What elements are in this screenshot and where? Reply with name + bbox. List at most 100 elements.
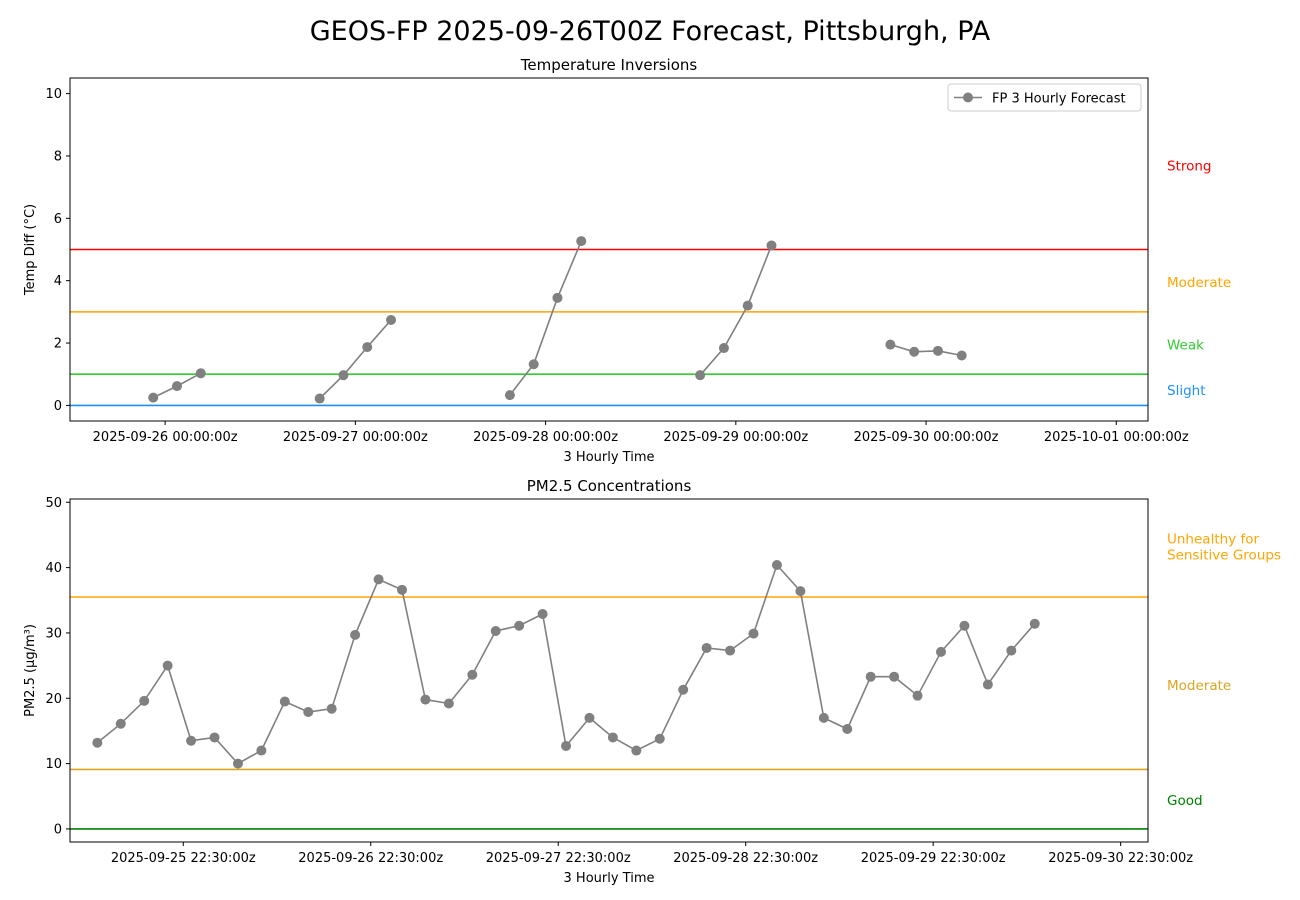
chart-panel-2: PM2.5 Concentrations 0 10 20 30 40 50 2025-09-2… bbox=[23, 477, 1281, 886]
x-tick-label: 2025-09-27 22:30:00z bbox=[486, 851, 631, 866]
series-line bbox=[890, 343, 962, 357]
data-point bbox=[795, 586, 806, 597]
data-point bbox=[561, 740, 572, 751]
plot-frame bbox=[69, 498, 1149, 843]
data-point bbox=[467, 669, 478, 680]
data-point bbox=[584, 712, 595, 723]
data-point bbox=[490, 625, 501, 636]
data-point bbox=[631, 745, 642, 756]
y-tick-label: 10 bbox=[45, 87, 62, 102]
data-point bbox=[115, 718, 126, 729]
x-tick-label: 2025-09-28 00:00:00z bbox=[473, 430, 618, 445]
data-point bbox=[1029, 618, 1040, 629]
data-point bbox=[654, 733, 665, 744]
data-point bbox=[718, 343, 729, 354]
data-point bbox=[504, 390, 515, 401]
y-axis-label: PM2.5 (μg/m³) bbox=[23, 624, 38, 717]
data-point bbox=[396, 584, 407, 595]
category-label: Moderate bbox=[1167, 275, 1231, 291]
chart-title: PM2.5 Concentrations bbox=[527, 477, 692, 495]
data-point bbox=[162, 660, 173, 671]
data-point bbox=[209, 732, 220, 743]
legend-marker bbox=[963, 92, 973, 103]
data-point bbox=[338, 370, 349, 381]
data-point bbox=[362, 342, 373, 353]
data-point bbox=[842, 723, 853, 734]
y-tick-label: 10 bbox=[45, 757, 62, 772]
x-tick-label: 2025-09-29 22:30:00z bbox=[861, 851, 1006, 866]
data-point bbox=[443, 698, 454, 709]
category-label: Slight bbox=[1167, 383, 1206, 399]
x-tick-label: 2025-09-30 00:00:00z bbox=[854, 430, 999, 445]
data-point bbox=[148, 392, 159, 403]
data-point bbox=[256, 745, 267, 756]
y-tick-label: 8 bbox=[54, 149, 62, 164]
series-line bbox=[96, 563, 1036, 765]
data-point bbox=[528, 359, 539, 370]
data-point bbox=[576, 236, 587, 247]
x-tick-label: 2025-10-01 00:00:00z bbox=[1044, 430, 1189, 445]
y-tick-label: 6 bbox=[54, 212, 62, 227]
data-point bbox=[172, 381, 183, 392]
data-point bbox=[889, 671, 900, 682]
x-tick-label: 2025-09-29 00:00:00z bbox=[663, 430, 808, 445]
y-axis-label: Temp Diff (°C) bbox=[23, 204, 38, 296]
series-line bbox=[699, 245, 773, 376]
data-point bbox=[818, 712, 829, 723]
category-label: Moderate bbox=[1167, 678, 1231, 694]
data-point bbox=[742, 300, 753, 311]
chart-title: Temperature Inversions bbox=[520, 56, 698, 74]
x-tick-label: 2025-09-25 22:30:00z bbox=[111, 851, 256, 866]
data-point bbox=[959, 620, 970, 631]
y-tick-label: 40 bbox=[45, 561, 62, 576]
data-point bbox=[537, 608, 548, 619]
legend-label: FP 3 Hourly Forecast bbox=[992, 92, 1126, 107]
series-line bbox=[509, 240, 583, 396]
plot-frame bbox=[69, 77, 1149, 422]
data-point bbox=[932, 345, 943, 356]
data-point bbox=[386, 314, 397, 325]
data-point bbox=[1006, 645, 1017, 656]
y-tick-label: 50 bbox=[45, 496, 62, 511]
data-point bbox=[865, 671, 876, 682]
x-tick-label: 2025-09-26 22:30:00z bbox=[298, 851, 443, 866]
data-point bbox=[279, 696, 290, 707]
data-point bbox=[766, 240, 777, 251]
series-line bbox=[319, 319, 392, 400]
data-point bbox=[982, 679, 993, 690]
y-tick-label: 4 bbox=[54, 274, 62, 289]
x-tick-label: 2025-09-28 22:30:00z bbox=[673, 851, 818, 866]
category-label: Strong bbox=[1167, 158, 1212, 174]
legend-box bbox=[947, 83, 1142, 112]
category-label: Weak bbox=[1167, 338, 1204, 354]
data-point bbox=[326, 703, 337, 714]
category-label: Good bbox=[1167, 793, 1203, 809]
figure-title: GEOS-FP 2025-09-26T00Z Forecast, Pittsbu… bbox=[310, 16, 991, 47]
data-point bbox=[695, 370, 706, 381]
data-point bbox=[771, 559, 782, 570]
x-axis-label: 3 Hourly Time bbox=[564, 871, 655, 886]
y-tick-label: 0 bbox=[54, 399, 62, 414]
data-point bbox=[935, 646, 946, 657]
data-point bbox=[956, 350, 967, 361]
data-point bbox=[232, 758, 243, 769]
data-point bbox=[725, 645, 736, 656]
x-tick-label: 2025-09-27 00:00:00z bbox=[283, 430, 428, 445]
data-point bbox=[420, 694, 431, 705]
data-point bbox=[701, 642, 712, 653]
legend: FP 3 Hourly Forecast bbox=[947, 83, 1142, 112]
data-point bbox=[186, 735, 197, 746]
data-point bbox=[607, 732, 618, 743]
y-tick-label: 2 bbox=[54, 337, 62, 352]
category-label: Unhealthy for Sensitive Groups bbox=[1167, 532, 1281, 564]
data-point bbox=[139, 695, 150, 706]
data-point bbox=[678, 684, 689, 695]
data-point bbox=[373, 574, 384, 585]
data-point bbox=[885, 339, 896, 350]
chart-panel-1: Temperature Inversions 0 2 4 6 8 10 2025-09-26 … bbox=[23, 56, 1231, 465]
data-point bbox=[303, 706, 314, 717]
data-point bbox=[552, 292, 563, 303]
x-tick-label: 2025-09-30 22:30:00z bbox=[1048, 851, 1193, 866]
y-tick-label: 0 bbox=[54, 822, 62, 837]
